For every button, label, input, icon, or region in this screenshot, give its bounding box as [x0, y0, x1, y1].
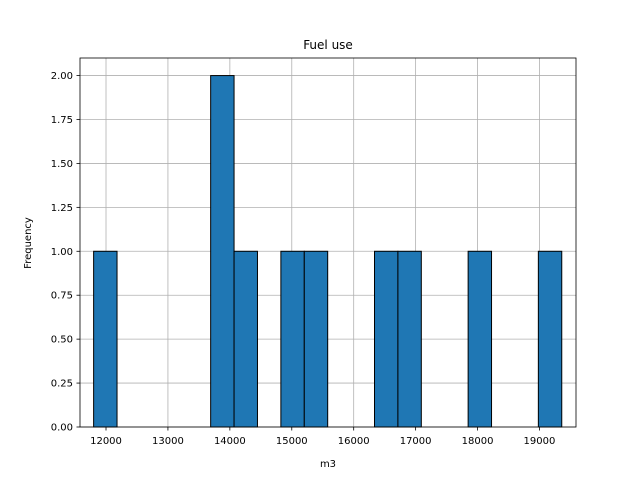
y-axis-label: Frequency: [23, 217, 34, 269]
histogram-bar: [210, 75, 235, 428]
chart-title: Fuel use: [303, 38, 353, 52]
x-tick-label: 15000: [276, 436, 308, 447]
histogram-bar: [303, 250, 329, 428]
y-tick-label: 0.25: [51, 379, 73, 390]
x-axis-label: m3: [320, 459, 336, 470]
x-tick-label: 16000: [338, 436, 370, 447]
histogram-bar: [233, 250, 258, 428]
x-tick-label: 13000: [152, 436, 184, 447]
y-tick-label: 0.50: [51, 335, 73, 346]
x-ticks: 12000 13000 14000 15000 16000 17000 18000 19000: [90, 427, 555, 447]
y-tick-label: 0.75: [51, 291, 73, 302]
y-ticks: 0.00 0.25 0.50 0.75 1.00 1.25 1.50 1.75 2.00: [51, 71, 80, 434]
y-tick-label: 0.00: [51, 423, 73, 434]
histogram-bar: [467, 250, 493, 428]
x-tick-label: 14000: [214, 436, 246, 447]
histogram-bar: [537, 250, 563, 428]
x-tick-label: 12000: [90, 436, 122, 447]
y-tick-label: 1.00: [51, 247, 73, 258]
y-tick-label: 1.75: [51, 115, 73, 126]
x-tick-label: 19000: [524, 436, 556, 447]
histogram-bar: [374, 250, 399, 428]
histogram-bar: [280, 250, 305, 428]
y-tick-label: 2.00: [51, 71, 73, 82]
x-tick-label: 17000: [400, 436, 432, 447]
plot-frame: [79, 57, 577, 428]
y-tick-label: 1.25: [51, 203, 73, 214]
x-tick-label: 18000: [462, 436, 494, 447]
histogram-bar: [93, 250, 118, 428]
histogram-bar: [397, 250, 422, 428]
y-tick-label: 1.50: [51, 159, 73, 170]
